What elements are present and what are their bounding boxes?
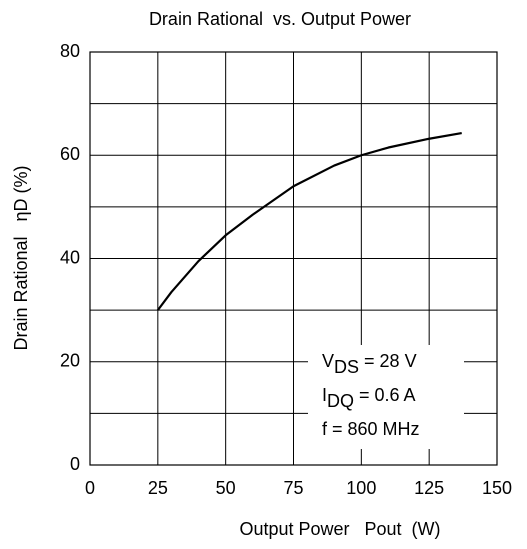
y-tick-label: 60 [60, 144, 80, 164]
annotation: VDS = 28 V [322, 351, 417, 377]
annotation-subscript: DQ [327, 391, 354, 411]
x-tick-label: 150 [482, 478, 512, 498]
x-axis-label: Output Power Pout (W) [239, 519, 440, 539]
annotation-text: f = 860 MHz [322, 419, 420, 439]
x-tick-label: 0 [85, 478, 95, 498]
annotation-text: = 28 V [359, 351, 417, 371]
annotation: f = 860 MHz [322, 419, 420, 439]
y-tick-label: 20 [60, 351, 80, 371]
y-tick-label: 0 [70, 454, 80, 474]
y-tick-label: 80 [60, 41, 80, 61]
annotation: IDQ = 0.6 A [322, 385, 416, 411]
x-tick-label: 125 [414, 478, 444, 498]
annotation-subscript: DS [334, 357, 359, 377]
chart-title: Drain Rational vs. Output Power [149, 9, 411, 29]
annotation-text: I [322, 385, 327, 405]
y-axis-label: Drain Rational ηD (%) [11, 165, 31, 350]
x-tick-label: 25 [148, 478, 168, 498]
plot-frame [89, 51, 498, 466]
annotation-text: = 0.6 A [354, 385, 416, 405]
x-tick-label: 75 [283, 478, 303, 498]
line-series [156, 131, 462, 311]
y-tick-label: 40 [60, 247, 80, 267]
x-tick-label: 100 [346, 478, 376, 498]
x-tick-label: 50 [216, 478, 236, 498]
annotation-text: V [322, 351, 334, 371]
annotation-box [308, 345, 464, 449]
